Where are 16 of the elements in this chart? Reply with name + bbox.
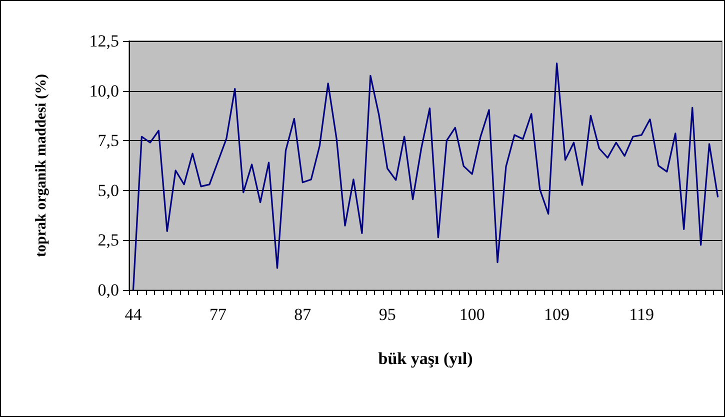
y-tick-label: 5,0	[98, 180, 119, 200]
x-tick-label: 77	[209, 305, 227, 324]
x-tick-label: 100	[459, 305, 485, 324]
y-tick-label: 7,5	[98, 131, 119, 150]
y-tick-label: 0,0	[98, 280, 119, 300]
x-tick-label: 95	[378, 305, 396, 324]
x-tick-label: 44	[124, 305, 142, 324]
x-axis-title: bük yaşı (yıl)	[378, 349, 473, 368]
line-series	[132, 62, 719, 291]
x-tick-label: 119	[629, 305, 654, 324]
y-axis-title: toprak organik maddesi (%)	[34, 74, 50, 257]
y-tick-label: 12,5	[89, 32, 119, 50]
y-tick-label: 10,0	[89, 81, 119, 100]
y-tick-label: 2,5	[98, 230, 119, 250]
x-tick-label: 87	[294, 305, 312, 324]
x-tick-label: 109	[544, 305, 570, 324]
